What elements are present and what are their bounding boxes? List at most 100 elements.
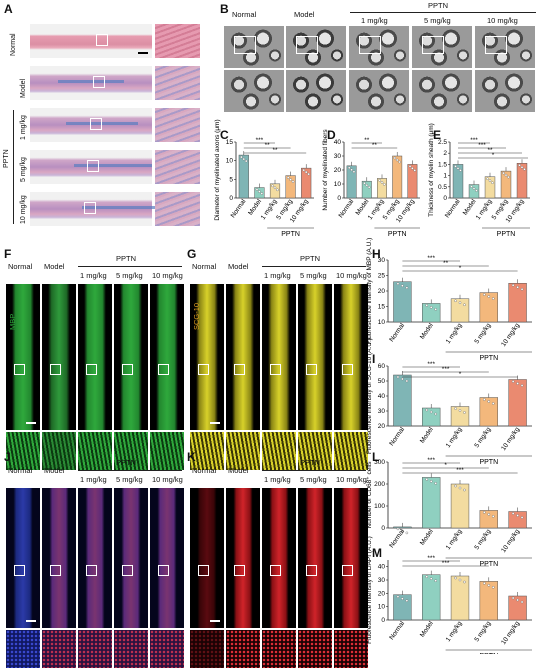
column-label: 10 mg/kg [152,271,183,280]
x-tick-label: Normal [230,198,248,220]
region-of-interest-box [270,364,281,376]
panel-label-h: H [372,247,381,261]
tem-micrograph [349,26,409,68]
bar [508,511,527,529]
significance-marker: *** [478,142,486,149]
data-point [302,168,306,172]
region-of-interest-box [306,565,317,576]
data-point [486,177,489,181]
significance-marker: *** [256,137,264,144]
pptn-bracket [13,110,14,224]
y-tick-label: 20 [378,423,386,430]
zoomed-fluorescence-image [150,432,184,470]
region-of-interest-box [198,364,209,376]
data-point [401,597,404,600]
column-label: 10 mg/kg [152,475,183,484]
pptn-group-label: PPTN [300,254,321,263]
y-tick-label: 30 [334,153,342,160]
significance-marker: *** [427,555,435,562]
region-of-interest-box [342,364,353,376]
data-point [273,186,277,190]
x-tick-label: 1 mg/kg [445,528,464,551]
scale-bar [210,620,220,622]
data-point [463,303,466,307]
region-of-interest-box [158,364,169,376]
x-tick-label: 1 mg/kg [445,426,464,449]
data-point [350,168,353,172]
bar [508,595,527,621]
zoomed-section-image [155,192,200,226]
row-label: 5 mg/kg [20,157,27,182]
data-point [411,167,414,170]
fluorescence-section-image [226,284,260,430]
y-tick-label: 25 [378,273,386,280]
data-point [408,165,412,168]
significance-marker: ** [487,147,493,154]
data-point [488,179,492,183]
x-tick-label: Model [247,198,263,217]
region-of-interest-box [342,565,353,576]
bar [479,581,498,621]
stain-label: MBP [8,313,17,330]
data-point [491,297,495,300]
data-point [291,180,295,183]
region-of-interest-box [234,364,245,376]
data-point [425,575,429,578]
bar [393,374,412,427]
pptn-group-label: PPTN [497,231,516,238]
data-point [434,412,437,416]
y-tick-label: 0.5 [438,184,447,191]
masson-blue-streak [58,80,124,83]
column-label: 10 mg/kg [487,16,518,25]
zoomed-fluorescence-image [262,432,296,470]
significance-marker: *** [427,255,435,262]
x-tick-label: Model [419,620,435,639]
bar [479,292,498,323]
significance-marker: *** [442,560,450,567]
fluorescence-section-image [150,488,184,628]
data-point [405,531,409,535]
row-label: 1 mg/kg [20,115,27,140]
column-label: 10 mg/kg [336,475,367,484]
data-point [516,514,519,517]
tem-micrograph [475,70,535,112]
data-point [413,169,417,172]
data-point [454,165,457,168]
region-of-interest-box [198,565,209,576]
region-of-interest-box [14,364,25,376]
significance-marker: *** [427,457,435,464]
x-tick-label: Model [419,322,435,341]
region-of-interest-box [14,565,25,576]
bar [269,183,281,199]
y-tick-label: 15 [378,304,386,311]
data-point [405,599,409,602]
panel-label-e: E [433,128,442,142]
significance-marker: *** [427,361,435,368]
zoomed-fluorescence-image [150,630,184,668]
data-point [454,576,457,580]
data-point [363,181,366,185]
zoomed-fluorescence-image [298,630,332,668]
data-point [456,167,460,170]
x-tick-label: 5 mg/kg [473,620,492,643]
fluorescence-section-image [150,284,184,430]
data-point [520,165,524,169]
row-label: Model [20,78,27,98]
y-tick-label: 60 [378,363,386,370]
y-tick-label: 200 [374,481,385,488]
data-point [383,183,386,186]
panel-label-c: C [220,128,229,142]
data-point [429,410,433,414]
data-point [470,185,473,188]
data-point [458,409,462,412]
column-label: Normal [8,466,33,475]
data-point [258,190,261,193]
bar [393,594,412,621]
region-of-interest-box [90,118,102,130]
data-point [286,176,290,179]
stain-label: SCG-10 [192,302,201,330]
data-point [520,384,524,387]
fluorescence-section-image [6,488,40,628]
